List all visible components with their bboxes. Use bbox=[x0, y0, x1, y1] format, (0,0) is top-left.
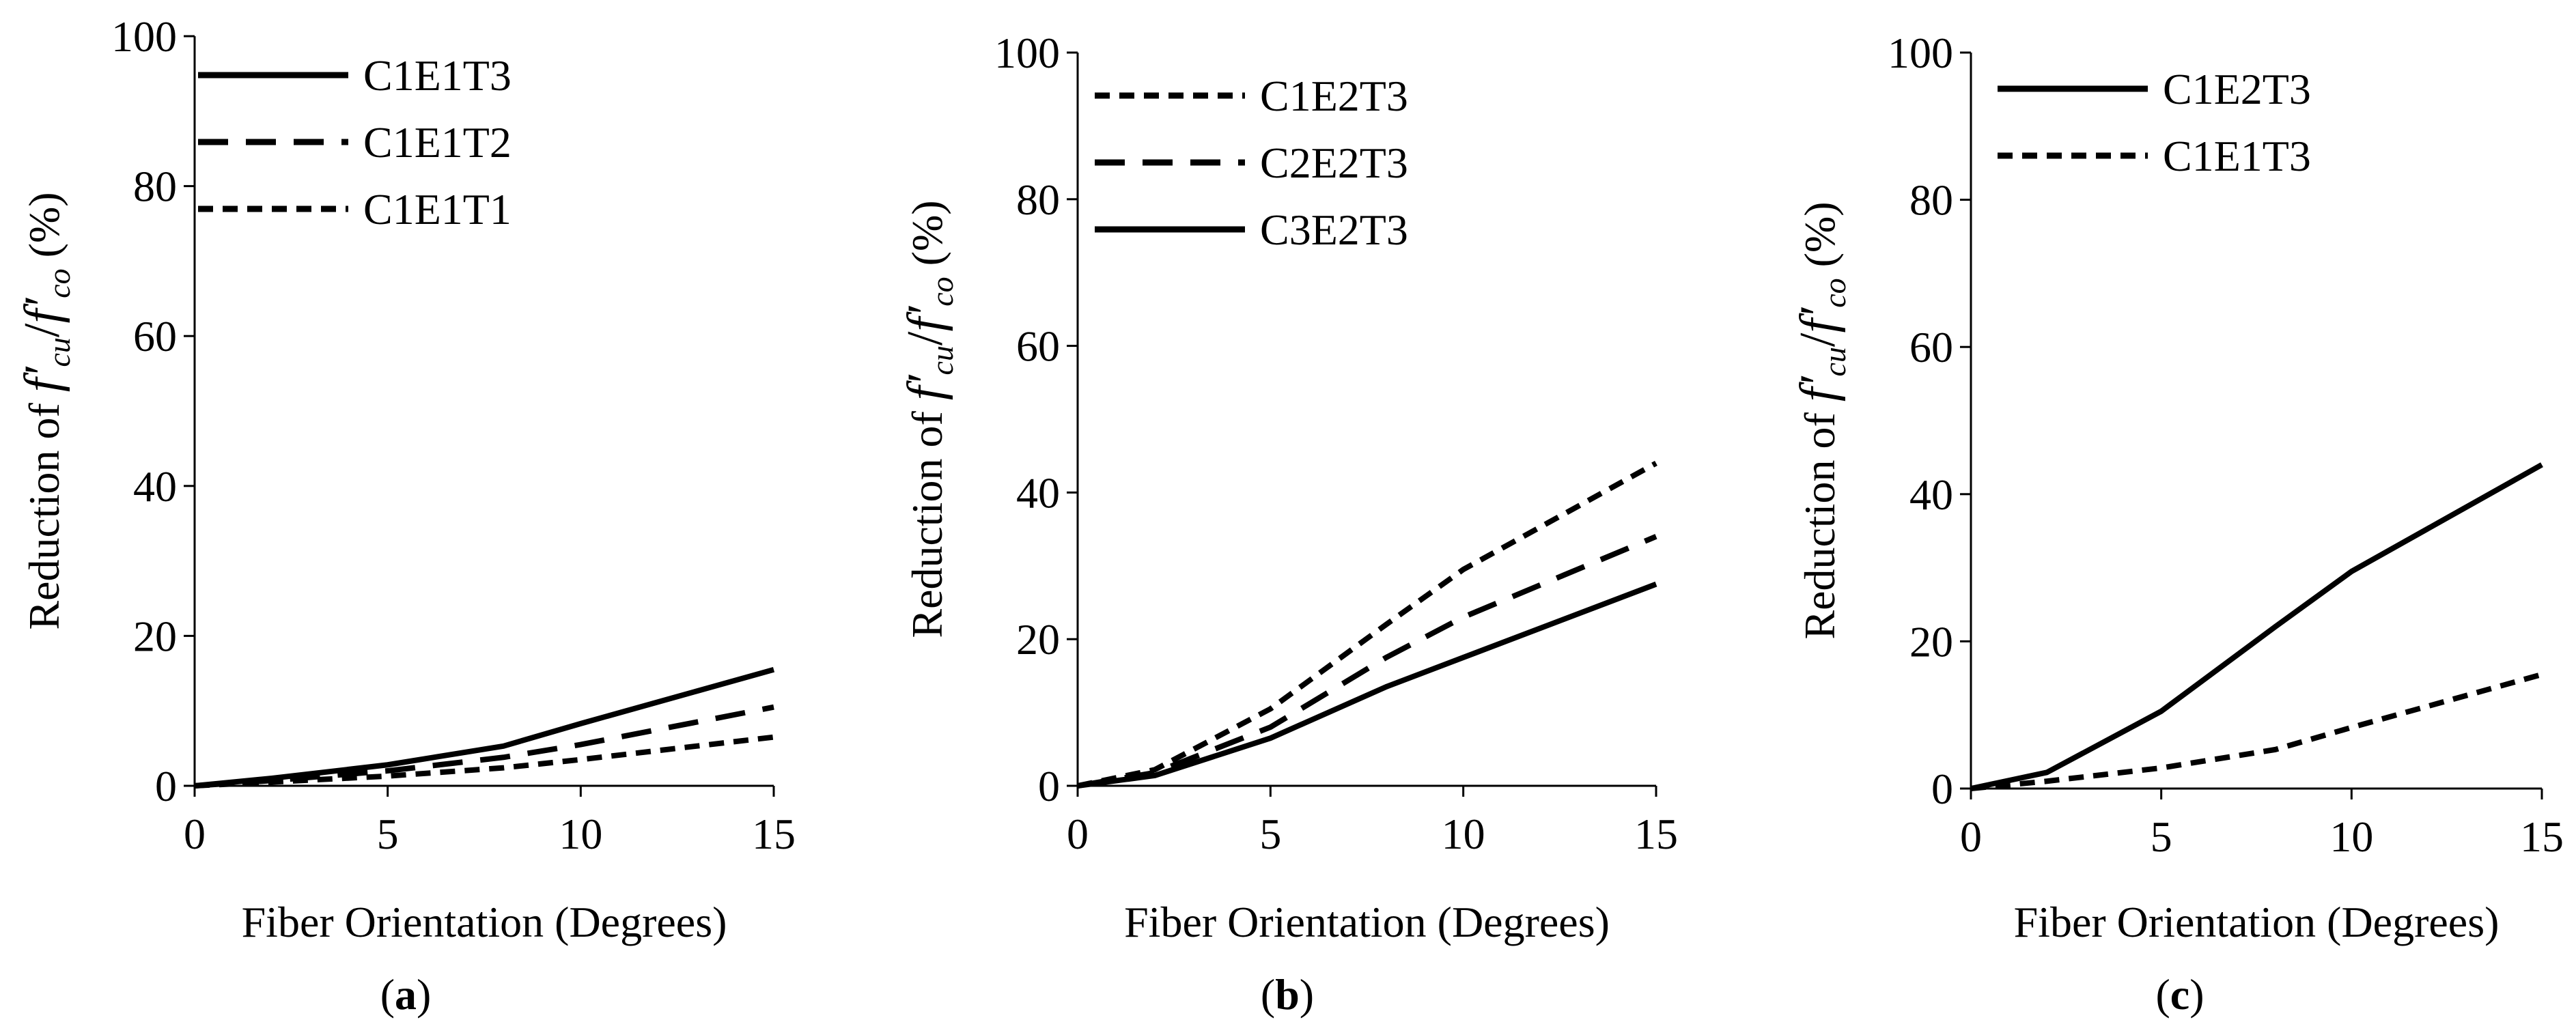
x-tick-label: 5 bbox=[1259, 810, 1281, 858]
y-tick-label: 60 bbox=[1016, 322, 1060, 371]
y-axis-label-part: f′ bbox=[897, 374, 953, 401]
y-tick-label: 80 bbox=[133, 162, 177, 211]
x-tick-label: 15 bbox=[752, 810, 796, 858]
y-axis-label-part: Reduction of bbox=[20, 392, 68, 629]
x-tick-label: 10 bbox=[1442, 810, 1485, 858]
y-tick-label: 20 bbox=[1016, 615, 1060, 664]
panel-label-close: ) bbox=[1300, 970, 1314, 1019]
y-axis-label-part: cu bbox=[1817, 347, 1852, 376]
y-axis-label-part: f′ bbox=[1790, 375, 1846, 402]
y-tick-label: 0 bbox=[155, 762, 177, 810]
panel-label-letter: c bbox=[2170, 970, 2189, 1019]
series-line-c3e2t3 bbox=[1077, 581, 1657, 789]
y-axis-label-part: (%) bbox=[1795, 201, 1844, 278]
y-axis-label-part: / bbox=[14, 323, 70, 337]
y-axis-label-part: / bbox=[1790, 332, 1846, 347]
series-line-c1e1t2 bbox=[194, 704, 774, 789]
y-axis-label: Reduction of f′cu/f′co (%) bbox=[14, 192, 76, 629]
x-tick-label: 0 bbox=[1067, 810, 1089, 858]
x-tick-label: 10 bbox=[2329, 812, 2373, 861]
y-axis-label-part: co bbox=[925, 277, 960, 306]
y-tick-label: 100 bbox=[994, 29, 1060, 77]
y-tick-label: 40 bbox=[1016, 468, 1060, 517]
panel-label-letter: b bbox=[1275, 970, 1300, 1019]
y-axis-label-part: / bbox=[897, 331, 953, 345]
y-axis-label-part: f′ bbox=[14, 366, 70, 393]
legend-label: C3E2T3 bbox=[1260, 205, 1408, 254]
y-axis-label-part: f′ bbox=[1790, 307, 1846, 333]
x-tick-label: 15 bbox=[2520, 812, 2564, 861]
y-tick-label: 80 bbox=[1016, 175, 1060, 224]
panel-label-open: ( bbox=[1261, 970, 1275, 1019]
panel-label-close: ) bbox=[2189, 970, 2204, 1019]
y-tick-label: 60 bbox=[1909, 323, 1953, 371]
series-line-c2e2t3 bbox=[1077, 534, 1657, 789]
y-axis-label-part: (%) bbox=[20, 192, 68, 268]
y-axis-label-part: co bbox=[42, 268, 76, 298]
series-line-c1e2t3 bbox=[1970, 462, 2543, 791]
x-tick-label: 5 bbox=[377, 810, 399, 858]
x-axis-label: Fiber Orientation (Degrees) bbox=[1124, 898, 1610, 946]
y-axis-label-part: co bbox=[1817, 278, 1852, 307]
series-line-c1e1t1 bbox=[194, 734, 774, 789]
panel-label-letter: a bbox=[395, 970, 417, 1019]
series-line-c1e1t3 bbox=[194, 666, 775, 789]
legend-label: C1E1T3 bbox=[2163, 132, 2311, 180]
x-tick-label: 0 bbox=[184, 810, 206, 858]
y-tick-label: 0 bbox=[1931, 765, 1953, 813]
chart-panel-c: 0 20 40 60 80 100 0 5 10 15 Fiber Orientation (Deg… bbox=[1790, 29, 2564, 1019]
y-axis-label-part: (%) bbox=[903, 200, 951, 277]
panel-label: (a) bbox=[380, 970, 432, 1019]
panel-label: (c) bbox=[2155, 970, 2204, 1019]
x-tick-label: 15 bbox=[1634, 810, 1678, 858]
x-axis-label: Fiber Orientation (Degrees) bbox=[2014, 898, 2500, 946]
x-tick-label: 10 bbox=[559, 810, 602, 858]
panel-label: (b) bbox=[1261, 970, 1314, 1019]
legend-label: C1E2T3 bbox=[1260, 72, 1408, 120]
y-tick-label: 0 bbox=[1038, 762, 1060, 810]
legend-label: C2E2T3 bbox=[1260, 139, 1408, 187]
x-tick-label: 0 bbox=[1960, 812, 1982, 861]
panel-label-close: ) bbox=[417, 970, 431, 1019]
y-axis-label-part: cu bbox=[42, 337, 76, 367]
series-line-c1e2t3 bbox=[1077, 460, 1657, 789]
panel-label-open: ( bbox=[2155, 970, 2170, 1019]
y-axis-label-part: cu bbox=[925, 345, 960, 375]
y-tick-label: 40 bbox=[1909, 470, 1953, 519]
y-axis-label-part: f′ bbox=[897, 305, 953, 332]
chart-panel-a: 0 20 40 60 80 100 0 5 10 15 Fiber Orientation (Deg… bbox=[14, 12, 796, 1019]
legend-label: C1E1T1 bbox=[363, 185, 512, 233]
x-axis-label: Fiber Orientation (Degrees) bbox=[242, 898, 727, 946]
y-axis-label-part: f′ bbox=[14, 297, 70, 324]
x-tick-label: 5 bbox=[2151, 812, 2172, 861]
legend-label: C1E1T2 bbox=[363, 118, 512, 167]
y-tick-label: 100 bbox=[1888, 29, 1953, 77]
y-tick-label: 100 bbox=[111, 12, 177, 61]
y-tick-label: 20 bbox=[1909, 617, 1953, 666]
y-tick-label: 20 bbox=[133, 612, 177, 660]
y-axis-label: Reduction of f′cu/f′co (%) bbox=[897, 200, 960, 638]
series-line-c1e1t3 bbox=[1970, 672, 2543, 791]
y-axis-label-part: Reduction of bbox=[903, 400, 951, 638]
y-axis-label: Reduction of f′cu/f′co (%) bbox=[1790, 201, 1852, 639]
y-axis-label-part: Reduction of bbox=[1795, 401, 1844, 639]
y-tick-label: 80 bbox=[1909, 176, 1953, 225]
legend-label: C1E2T3 bbox=[2163, 65, 2311, 113]
chart-panel-b: 0 20 40 60 80 100 0 5 10 15 Fiber Orientation (Deg… bbox=[897, 29, 1678, 1019]
y-tick-label: 60 bbox=[133, 312, 177, 360]
y-tick-label: 40 bbox=[133, 462, 177, 511]
legend-label: C1E1T3 bbox=[363, 51, 512, 100]
panel-label-open: ( bbox=[380, 970, 395, 1019]
